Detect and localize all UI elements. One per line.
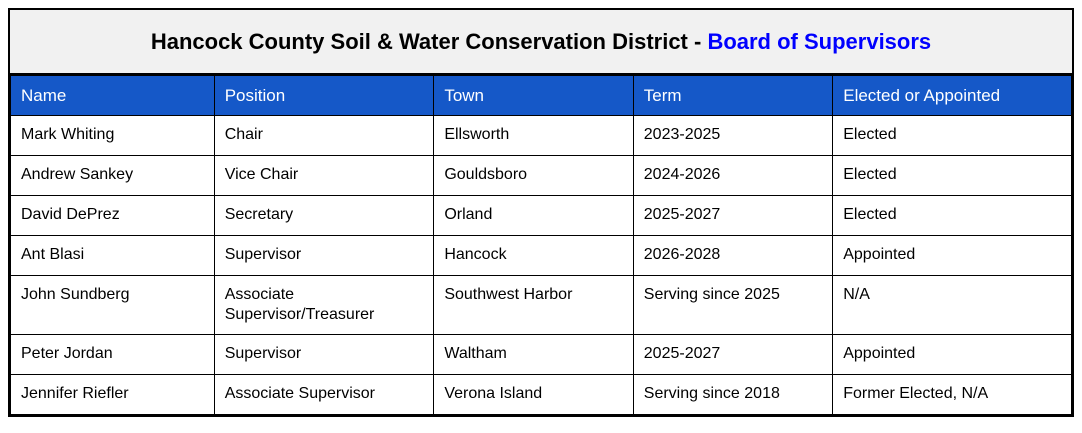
column-header-position: Position (213, 75, 435, 116)
table-row: Jennifer Riefler Associate Supervisor Vero… (10, 374, 1072, 415)
cell-name: David DePrez (10, 195, 215, 236)
cell-position: Associate Supervisor/Treasurer (213, 275, 435, 335)
cell-elected-or-appointed: Former Elected, N/A (832, 374, 1072, 415)
table-row: David DePrez Secretary Orland 2025-2027 Elec… (10, 195, 1072, 236)
column-header-town: Town (433, 75, 634, 116)
board-of-supervisors-panel: Hancock County Soil & Water Conservation… (8, 8, 1074, 417)
column-header-term: Term (632, 75, 834, 116)
cell-term: Serving since 2025 (632, 275, 834, 335)
cell-name: John Sundberg (10, 275, 215, 335)
cell-name: Ant Blasi (10, 235, 215, 276)
cell-town: Waltham (433, 334, 634, 375)
cell-position: Supervisor (213, 334, 435, 375)
cell-elected-or-appointed: Elected (832, 195, 1072, 236)
cell-elected-or-appointed: Elected (832, 115, 1072, 156)
page-title: Hancock County Soil & Water Conservation… (10, 10, 1072, 75)
cell-town: Verona Island (433, 374, 634, 415)
cell-term: 2025-2027 (632, 334, 834, 375)
table-row: Peter Jordan Supervisor Waltham 2025-2027 Ap… (10, 334, 1072, 375)
cell-elected-or-appointed: Appointed (832, 334, 1072, 375)
cell-term: 2026-2028 (632, 235, 834, 276)
cell-town: Orland (433, 195, 634, 236)
cell-position: Secretary (213, 195, 435, 236)
cell-elected-or-appointed: N/A (832, 275, 1072, 335)
cell-term: 2023-2025 (632, 115, 834, 156)
title-main-text: Hancock County Soil & Water Conservation… (150, 28, 708, 54)
table-row: Mark Whiting Chair Ellsworth 2023-2025 Elect… (10, 115, 1072, 156)
cell-town: Southwest Harbor (433, 275, 634, 335)
cell-term: 2025-2027 (632, 195, 834, 236)
cell-position: Vice Chair (213, 155, 435, 196)
cell-town: Ellsworth (433, 115, 634, 156)
cell-position: Supervisor (213, 235, 435, 276)
cell-term: Serving since 2018 (632, 374, 834, 415)
cell-position: Chair (213, 115, 435, 156)
cell-name: Peter Jordan (10, 334, 215, 375)
cell-term: 2024-2026 (632, 155, 834, 196)
title-highlight-text: Board of Supervisors (707, 28, 932, 54)
cell-town: Gouldsboro (433, 155, 634, 196)
supervisors-table: Name Position Town Term Elected or Appointed… (10, 75, 1072, 415)
table-row: John Sundberg Associate Supervisor/Treasu… (10, 275, 1072, 335)
cell-elected-or-appointed: Elected (832, 155, 1072, 196)
cell-name: Andrew Sankey (10, 155, 215, 196)
cell-position: Associate Supervisor (213, 374, 435, 415)
column-header-name: Name (10, 75, 215, 116)
cell-name: Jennifer Riefler (10, 374, 215, 415)
table-row: Ant Blasi Supervisor Hancock 2026-2028 Appoi… (10, 235, 1072, 276)
table-row: Andrew Sankey Vice Chair Gouldsboro 2024-20… (10, 155, 1072, 196)
cell-town: Hancock (433, 235, 634, 276)
table-header-row: Name Position Town Term Elected or Appointed (10, 75, 1072, 116)
cell-elected-or-appointed: Appointed (832, 235, 1072, 276)
cell-name: Mark Whiting (10, 115, 215, 156)
column-header-elected-or-appointed: Elected or Appointed (832, 75, 1072, 116)
